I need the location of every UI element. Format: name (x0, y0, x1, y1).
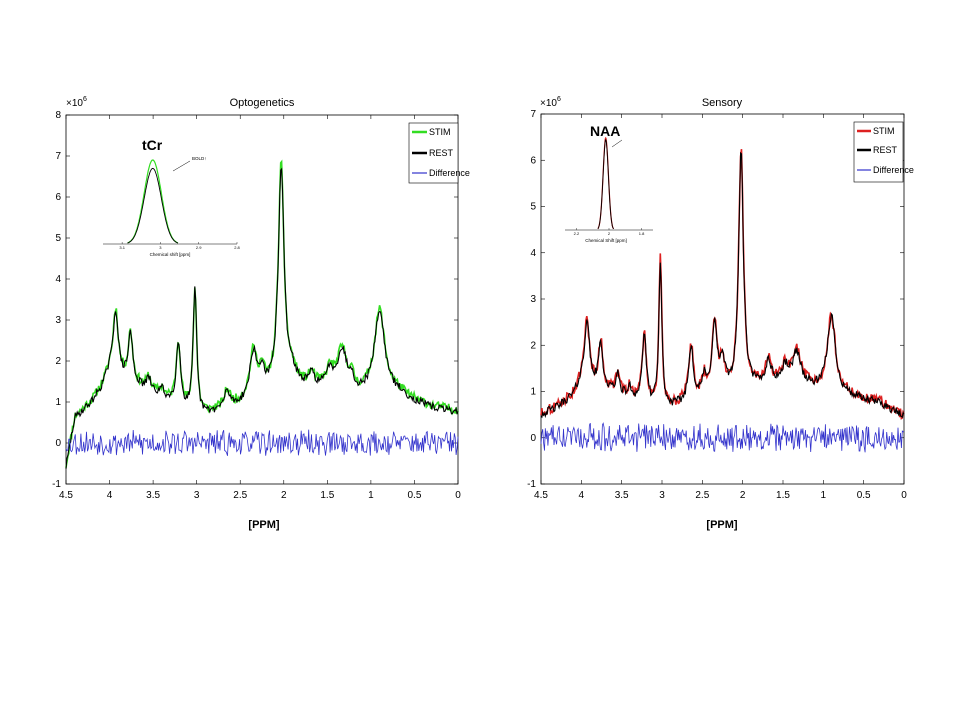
inset-line-rest (597, 138, 614, 230)
x-tick-label: 1.5 (320, 490, 334, 501)
spectrum-lines (540, 148, 905, 453)
legend-label-rest: REST (873, 145, 898, 155)
x-tick-label: 2 (281, 490, 287, 501)
inset-tcr: 3.1 3 2.9 2.8 tCr BOLD↑ Chemical shift [ppm… (103, 137, 241, 260)
y-exponent-label: ×106 (540, 96, 561, 109)
x-tick-label: 0 (455, 490, 461, 501)
y-ticks: -1 0 1 2 3 4 5 6 7 8 (52, 110, 458, 490)
legend-label-difference: Difference (429, 168, 470, 178)
inset-annotation-arrow (611, 139, 623, 148)
inset-label: tCr (142, 137, 163, 153)
x-tick-label: 2.5 (695, 490, 709, 501)
inset-x-label: Chemical Shift [ppm] (585, 238, 627, 243)
x-tick-label: 1.5 (776, 490, 790, 501)
y-tick-label: 1 (55, 397, 61, 408)
inset-x-label: Chemical shift [ppm] (150, 252, 191, 257)
x-tick-label: 1 (368, 490, 374, 501)
x-tick-label: 3.5 (615, 490, 629, 501)
y-ticks: -1 0 1 2 3 4 5 6 7 (527, 109, 904, 490)
legend-label-stim: STIM (429, 127, 451, 137)
inset-annotation: BOLD↑ (192, 156, 207, 161)
legend: STIM REST Difference (853, 121, 914, 183)
inset-ticks: 3.1 3 2.9 2.8 (119, 242, 241, 250)
inset-tick-label: 1.8 (639, 231, 645, 236)
x-tick-label: 1 (821, 490, 827, 501)
y-tick-label: 1 (530, 387, 536, 398)
inset-label: NAA (590, 123, 620, 139)
x-tick-label: 3 (194, 490, 200, 501)
x-ticks: 4.5 4 3.5 3 2.5 2 1.5 1 0.5 0 (59, 115, 461, 501)
y-tick-label: 6 (530, 155, 536, 166)
y-tick-label: 8 (55, 110, 61, 121)
x-tick-label: 4 (579, 490, 585, 501)
y-tick-label: 2 (55, 356, 61, 367)
legend-label-difference: Difference (873, 165, 914, 175)
y-tick-label: 2 (530, 340, 536, 351)
legend-label-rest: REST (429, 148, 454, 158)
y-tick-label: -1 (527, 479, 536, 490)
series-line-difference (540, 422, 905, 453)
y-tick-label: 0 (55, 438, 61, 449)
y-exponent-base: ×10 (540, 98, 557, 109)
inset-tick-label: 2.8 (234, 245, 240, 250)
y-exponent-power: 6 (557, 96, 561, 103)
inset-tick-label: 3.1 (119, 245, 125, 250)
x-axis-label: [PPM] (706, 519, 738, 531)
inset-background (103, 145, 237, 260)
y-exponent-label: ×106 (66, 96, 87, 109)
chart-title: Optogenetics (230, 97, 295, 109)
chart-title: Sensory (702, 97, 743, 109)
inset-tick-label: 2.2 (574, 231, 580, 236)
y-tick-label: 3 (55, 315, 61, 326)
y-tick-label: 5 (55, 233, 61, 244)
y-tick-label: 7 (55, 151, 61, 162)
legend: STIM REST Difference (408, 122, 470, 184)
spectrum-lines (65, 159, 459, 469)
y-tick-label: -1 (52, 479, 61, 490)
x-tick-label: 2.5 (233, 490, 247, 501)
y-tick-label: 0 (530, 433, 536, 444)
plot-frame (65, 114, 459, 485)
inset-lines (127, 159, 179, 244)
series-line-rest (65, 167, 459, 469)
x-tick-label: 2 (740, 490, 746, 501)
y-exponent-base: ×10 (66, 98, 83, 109)
x-ticks: 4.5 4 3.5 3 2.5 2 1.5 1 0.5 0 (534, 114, 907, 501)
x-tick-label: 0.5 (857, 490, 871, 501)
inset-line-rest (127, 167, 179, 244)
y-tick-label: 4 (55, 274, 61, 285)
y-tick-label: 7 (530, 109, 536, 120)
y-tick-label: 3 (530, 294, 536, 305)
series-line-rest (540, 151, 905, 419)
series-line-difference (65, 429, 459, 456)
legend-label-stim: STIM (873, 126, 895, 136)
inset-annotation-arrow (172, 160, 191, 172)
x-axis-label: [PPM] (248, 519, 280, 531)
inset-tick-label: 3 (159, 245, 162, 250)
x-tick-label: 0 (901, 490, 907, 501)
inset-tick-label: 2 (608, 231, 611, 236)
y-tick-label: 5 (530, 202, 536, 213)
x-tick-label: 4.5 (534, 490, 548, 501)
y-exponent-power: 6 (83, 96, 87, 103)
x-tick-label: 0.5 (407, 490, 421, 501)
x-tick-label: 4.5 (59, 490, 73, 501)
inset-naa: 2.2 2 1.8 NAA Chemical Shift [ppm] (565, 120, 653, 250)
x-tick-label: 3.5 (146, 490, 160, 501)
inset-tick-label: 2.9 (196, 245, 202, 250)
inset-lines (597, 136, 615, 230)
x-tick-label: 3 (659, 490, 665, 501)
x-tick-label: 4 (107, 490, 113, 501)
y-tick-label: 6 (55, 192, 61, 203)
inset-ticks: 2.2 2 1.8 (574, 228, 645, 236)
y-tick-label: 4 (530, 248, 536, 259)
